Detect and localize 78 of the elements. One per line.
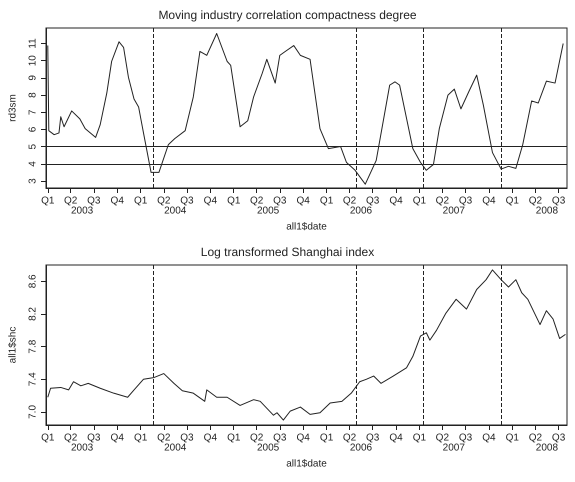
y-tick-label: 7.0 — [28, 404, 38, 419]
x-axis-title: all1$date — [286, 222, 328, 232]
x-tick-label: Q2 — [64, 196, 78, 206]
x-tick-label: Q3 — [366, 196, 380, 206]
x2-tick-label: 2005 — [256, 442, 280, 454]
x-tick-label: Q3 — [87, 196, 101, 206]
x-tick-label: Q2 — [436, 196, 450, 206]
y-tick-label: 8.6 — [28, 274, 38, 288]
chart-title: Moving industry correlation compactness degree — [158, 8, 417, 22]
x-tick-label: Q4 — [389, 432, 404, 444]
x2-tick-label: 2008 — [536, 206, 558, 216]
x2-tick-label: 2006 — [350, 206, 372, 216]
y-tick-label: 11 — [28, 38, 38, 49]
x-tick-label: Q1 — [134, 432, 148, 444]
y-axis-title: all1$shc — [8, 326, 18, 364]
x-tick-label: Q1 — [320, 196, 334, 206]
x-tick-label: Q2 — [436, 432, 450, 444]
x-tick-label: Q2 — [250, 196, 264, 206]
x2-tick-label: 2003 — [71, 442, 94, 454]
y-tick-label: 5 — [28, 143, 38, 150]
x-tick-label: Q4 — [204, 432, 218, 444]
x-tick-label: Q3 — [87, 432, 101, 444]
x-tick-label: Q2 — [250, 432, 264, 444]
x-tick-label: Q1 — [320, 432, 334, 444]
chart-title: Log transformed Shanghai index — [200, 245, 374, 259]
x-tick-label: Q1 — [506, 196, 520, 206]
x-tick-label: Q2 — [342, 432, 357, 444]
x-tick-label: Q1 — [227, 432, 241, 444]
y-tick-label: 6 — [28, 126, 38, 132]
x-tick-label: Q3 — [180, 196, 194, 206]
x-tick-label: Q3 — [552, 196, 566, 206]
x-tick-label: Q1 — [41, 432, 55, 444]
y-tick-label: 4 — [28, 160, 38, 167]
x-tick-label: Q4 — [204, 196, 218, 206]
y-axis-title: rd3sm — [8, 94, 18, 122]
x2-tick-label: 2008 — [536, 442, 558, 454]
x-tick-label: Q3 — [552, 432, 566, 444]
y-tick-label: 8.2 — [28, 306, 38, 321]
x-tick-label: Q1 — [412, 432, 427, 444]
x2-tick-label: 2005 — [256, 206, 280, 216]
x-tick-label: Q1 — [134, 196, 148, 206]
x-tick-label: Q2 — [157, 432, 171, 444]
x2-tick-label: 2004 — [164, 442, 187, 454]
x2-tick-label: 2007 — [442, 442, 466, 454]
x-tick-label: Q2 — [342, 196, 357, 206]
x-tick-label: Q3 — [458, 432, 473, 444]
x-tick-label: Q2 — [157, 196, 171, 206]
x-tick-label: Q2 — [528, 432, 543, 444]
x-tick-label: Q2 — [528, 196, 543, 206]
x-tick-label: Q1 — [227, 196, 241, 206]
x-tick-label: Q4 — [296, 196, 310, 206]
x2-tick-label: 2003 — [71, 206, 94, 216]
x-tick-label: Q4 — [482, 432, 496, 444]
y-tick-label: 3 — [28, 178, 38, 184]
x-tick-label: Q1 — [41, 196, 55, 206]
x2-tick-label: 2006 — [350, 442, 372, 454]
x-tick-label: Q4 — [110, 196, 124, 206]
x-tick-label: Q4 — [389, 196, 404, 206]
y-tick-label: 7 — [28, 109, 38, 116]
x-tick-label: Q3 — [273, 196, 287, 206]
x-axis-title: all1$date — [286, 458, 328, 470]
x2-tick-label: 2004 — [164, 206, 187, 216]
x-tick-label: Q3 — [458, 196, 473, 206]
x2-tick-label: 2007 — [442, 206, 466, 216]
x-tick-label: Q4 — [110, 432, 124, 444]
x-tick-label: Q1 — [412, 196, 427, 206]
x-tick-label: Q2 — [64, 432, 78, 444]
y-tick-label: 9 — [28, 74, 38, 81]
y-tick-label: 10 — [28, 54, 38, 66]
y-tick-label: 8 — [28, 92, 38, 98]
y-tick-label: 7.4 — [28, 372, 38, 386]
x-tick-label: Q4 — [296, 432, 310, 444]
x-tick-label: Q1 — [506, 432, 520, 444]
x-tick-label: Q3 — [180, 432, 194, 444]
x-tick-label: Q4 — [482, 196, 496, 206]
x-tick-label: Q3 — [366, 432, 380, 444]
y-tick-label: 7.8 — [28, 339, 38, 354]
x-tick-label: Q3 — [273, 432, 287, 444]
